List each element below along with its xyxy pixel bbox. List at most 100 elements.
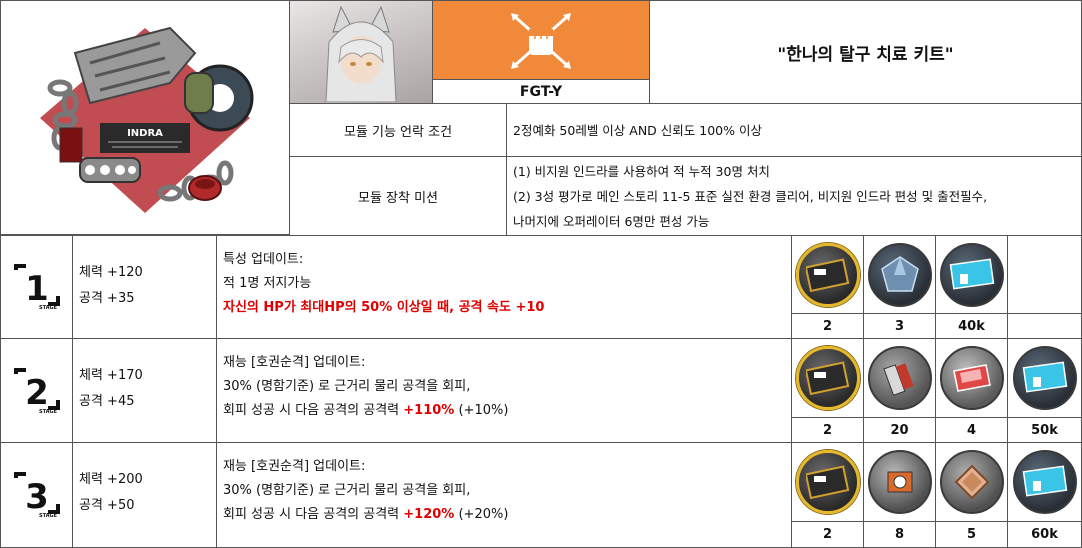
plate-icon — [939, 450, 1004, 514]
stage-2-count-4: 50k — [1031, 422, 1058, 438]
operator-avatar-icon — [325, 5, 397, 102]
stage-1-icon: 1 STAGE — [13, 264, 60, 311]
stage-1-desc-line-2: 적 1명 저지가능 — [223, 276, 312, 291]
stage-1-mat-4 — [1007, 235, 1082, 314]
stage-1-desc-line-1: 특성 업데이트: — [223, 252, 304, 267]
stage-3-number: 3 — [25, 477, 49, 517]
stage-3-count-1-cell: 2 — [791, 521, 864, 548]
module-code-cell: FGT-Y — [432, 79, 650, 104]
stage-2-desc-line-3: 회피 성공 시 다음 공격의 공격력 +110% (+10%) — [223, 399, 791, 423]
lmd-ticket-icon — [1012, 346, 1077, 410]
stage-3-count-2: 8 — [894, 527, 905, 542]
fist-emblem-icon — [511, 12, 571, 69]
stage-3-count-1: 2 — [822, 527, 833, 542]
stage-1-mat-2 — [863, 235, 936, 314]
engine-part-icon — [867, 450, 932, 514]
stage-3-count-4-cell: 60k — [1007, 521, 1082, 548]
lmd-ticket-icon — [1012, 450, 1077, 514]
stage-1-word: STAGE — [38, 305, 57, 311]
mission-label-cell: 모듈 장착 미션 — [289, 156, 507, 236]
stage-2-mat-2 — [863, 338, 936, 418]
stage-3-desc-bonus: +120% — [403, 507, 455, 522]
stage-2-count-1-cell: 2 — [791, 417, 864, 443]
operator-portrait — [289, 0, 433, 104]
stage-3-icon: 3 STAGE — [13, 472, 60, 519]
stage-2-icon: 2 STAGE — [13, 367, 60, 415]
stage-2-desc-post: (+10%) — [454, 403, 509, 418]
logo-box — [432, 0, 650, 80]
stage-1-mat-1 — [791, 235, 864, 314]
module-data-block-icon — [795, 346, 860, 410]
module-title: "한나의 탈구 치료 키트" — [777, 44, 954, 65]
stage-3-count-2-cell: 8 — [863, 521, 936, 548]
crystal-ore-icon — [867, 242, 932, 307]
module-image: INDRA — [0, 0, 290, 235]
stage-3-count-4: 60k — [1031, 527, 1058, 542]
stage-2-desc-line-2: 30% (명함기준) 로 근거리 물리 공격을 회피, — [223, 379, 471, 394]
stage-3-desc-line-2: 30% (명함기준) 로 근거리 물리 공격을 회피, — [223, 483, 471, 498]
stage-3-desc: 재능 [호권순격] 업데이트: 30% (명함기준) 로 근거리 물리 공격을 … — [216, 442, 792, 548]
stage-1-badge: 1 STAGE — [0, 235, 73, 339]
stage-2-desc-bonus: +110% — [403, 403, 455, 418]
stage-2-number: 2 — [25, 373, 49, 413]
stage-3-mat-4 — [1007, 442, 1082, 522]
stage-2-mat-3 — [935, 338, 1008, 418]
stage-2-atk: 공격 +45 — [79, 394, 135, 409]
stage-2-count-4-cell: 50k — [1007, 417, 1082, 443]
module-data-block-icon — [795, 450, 860, 514]
stage-2-word: STAGE — [38, 409, 57, 415]
stage-3-mat-3 — [935, 442, 1008, 522]
stage-2-count-3-cell: 4 — [935, 417, 1008, 443]
stage-3-stats: 체력 +200 공격 +50 — [72, 442, 217, 548]
stage-2-desc-line-1: 재능 [호권순격] 업데이트: — [223, 355, 366, 370]
stage-3-desc-pre: 회피 성공 시 다음 공격의 공격력 — [223, 507, 404, 522]
stage-3-word: STAGE — [38, 513, 57, 519]
stage-1-number: 1 — [25, 269, 49, 309]
stage-1-count-4-cell — [1007, 313, 1082, 339]
stage-3-count-3-cell: 5 — [935, 521, 1008, 548]
stage-1-desc: 특성 업데이트: 적 1명 저지가능 자신의 HP가 최대HP의 50% 이상일… — [216, 235, 792, 339]
stage-1-count-1-cell: 2 — [791, 313, 864, 339]
red-chip-icon — [939, 346, 1004, 410]
stage-2-hp: 체력 +170 — [79, 368, 143, 383]
mission-line-3: 나머지에 오퍼레이터 6명만 편성 가능 — [513, 214, 710, 229]
stage-2-mat-1 — [791, 338, 864, 418]
stage-3-mat-1 — [791, 442, 864, 522]
stage-2-badge: 2 STAGE — [0, 338, 73, 443]
stage-2-count-2: 20 — [890, 422, 909, 438]
stage-1-count-2-cell: 3 — [863, 313, 936, 339]
stage-2-count-1: 2 — [822, 422, 833, 438]
stage-1-count-1: 2 — [822, 318, 833, 334]
stage-1-count-2: 3 — [894, 318, 905, 334]
unlock-label: 모듈 기능 언락 조건 — [343, 124, 453, 140]
tool-chip-icon — [867, 346, 932, 410]
module-data-block-icon — [795, 242, 860, 307]
stage-1-stats: 체력 +120 공격 +35 — [72, 235, 217, 339]
stage-2-desc-pre: 회피 성공 시 다음 공격의 공격력 — [223, 403, 404, 418]
stage-3-hp: 체력 +200 — [79, 472, 143, 487]
stage-1-mat-3 — [935, 235, 1008, 314]
stage-2-desc: 재능 [호권순격] 업데이트: 30% (명함기준) 로 근거리 물리 공격을 … — [216, 338, 792, 443]
stage-3-atk: 공격 +50 — [79, 498, 135, 513]
unlock-value: 2정예화 50레벨 이상 AND 신뢰도 100% 이상 — [513, 122, 762, 138]
unlock-value-cell: 2정예화 50레벨 이상 AND 신뢰도 100% 이상 — [506, 103, 1082, 157]
stage-2-count-2-cell: 20 — [863, 417, 936, 443]
module-title-cell: "한나의 탈구 치료 키트" — [649, 0, 1082, 104]
lmd-ticket-icon — [939, 242, 1004, 307]
stage-1-count-3: 40k — [958, 318, 985, 334]
mission-value-cell: (1) 비지원 인드라를 사용하여 적 누적 30명 처치 (2) 3성 평가로… — [506, 156, 1082, 236]
svg-text:INDRA: INDRA — [127, 128, 163, 139]
mission-line-2: (2) 3성 평가로 메인 스토리 11-5 표준 실전 환경 클리어, 비지원… — [513, 189, 988, 204]
module-kit-illustration: INDRA — [40, 26, 254, 213]
stage-2-count-3: 4 — [966, 422, 977, 438]
stage-3-mat-2 — [863, 442, 936, 522]
stage-2-mat-4 — [1007, 338, 1082, 418]
stage-1-count-3-cell: 40k — [935, 313, 1008, 339]
stage-3-count-3: 5 — [966, 527, 977, 542]
stage-1-atk: 공격 +35 — [79, 291, 135, 306]
mission-line-1: (1) 비지원 인드라를 사용하여 적 누적 30명 처치 — [513, 164, 770, 179]
unlock-label-cell: 모듈 기능 언락 조건 — [289, 103, 507, 157]
stage-3-desc-line-3: 회피 성공 시 다음 공격의 공격력 +120% (+20%) — [223, 503, 791, 527]
module-code: FGT-Y — [519, 83, 563, 100]
mission-label: 모듈 장착 미션 — [357, 190, 439, 206]
